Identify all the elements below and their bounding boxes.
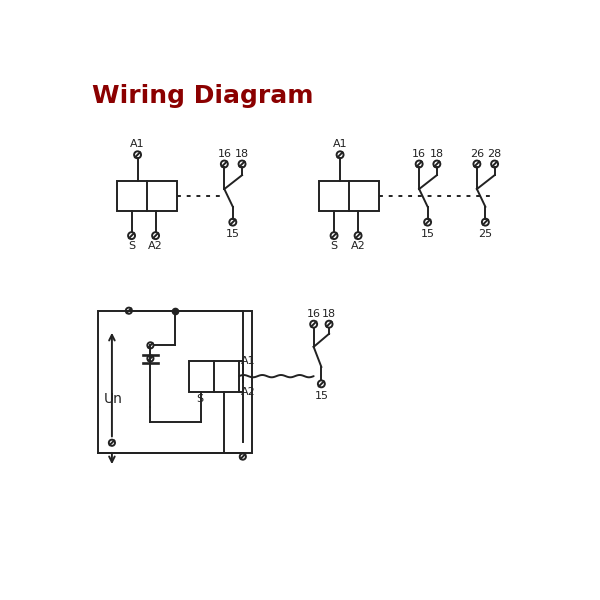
Bar: [319, 181, 379, 211]
Text: A2: A2: [148, 241, 163, 251]
Text: 16: 16: [412, 149, 426, 159]
Bar: [116, 181, 176, 211]
Text: A1: A1: [333, 139, 347, 149]
Text: A1: A1: [130, 139, 145, 149]
Text: 15: 15: [421, 229, 434, 239]
Text: Wiring Diagram: Wiring Diagram: [92, 83, 313, 107]
Text: 16: 16: [217, 149, 232, 159]
Text: 18: 18: [235, 149, 249, 159]
Text: A2: A2: [351, 241, 365, 251]
Text: S: S: [331, 241, 338, 251]
Text: Un: Un: [104, 392, 123, 406]
Text: S: S: [128, 241, 135, 251]
Text: 25: 25: [478, 229, 493, 239]
Text: A2: A2: [241, 386, 256, 397]
Text: 28: 28: [487, 149, 502, 159]
Text: S: S: [196, 394, 203, 404]
Bar: [189, 361, 239, 392]
Bar: [98, 311, 252, 453]
Text: 15: 15: [226, 229, 240, 239]
Text: 15: 15: [314, 391, 328, 401]
Text: 26: 26: [470, 149, 484, 159]
Text: A1: A1: [241, 356, 256, 366]
Text: 18: 18: [322, 309, 336, 319]
Text: 16: 16: [307, 309, 320, 319]
Text: 18: 18: [430, 149, 444, 159]
